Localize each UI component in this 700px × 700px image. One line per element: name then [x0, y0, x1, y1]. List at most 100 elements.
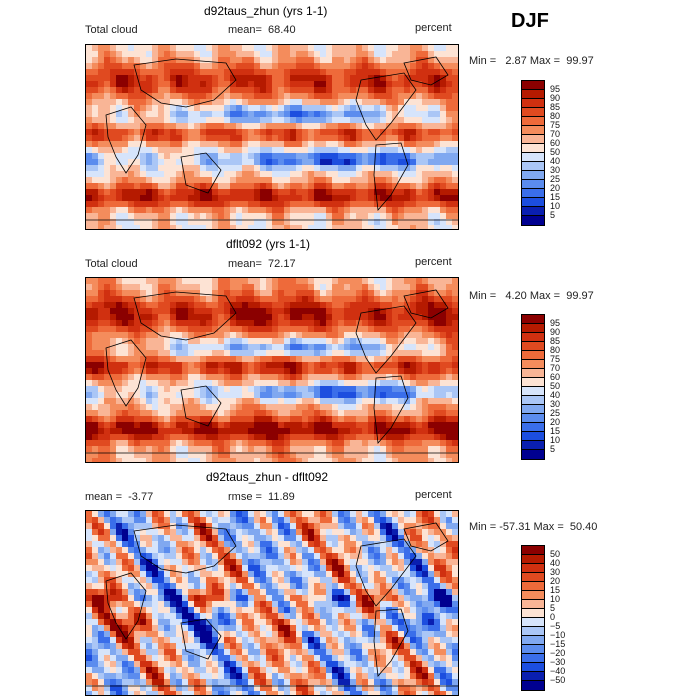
- colorbar-tick-label: 70: [550, 129, 561, 139]
- colorbar-tick-label: 25: [550, 408, 561, 418]
- colorbar-segment: [522, 81, 544, 90]
- colorbar-tick-label: 15: [550, 192, 561, 202]
- panel-3-rmse: rmse = 11.89: [228, 491, 295, 503]
- colorbar-segment: [522, 564, 544, 573]
- colorbar-tick-label: 20: [550, 576, 561, 586]
- colorbar-segment: [522, 378, 544, 387]
- panel-1-map-field: [86, 45, 458, 229]
- colorbar-segment: [522, 681, 544, 690]
- colorbar-segment: [522, 591, 544, 600]
- colorbar-segment: [522, 609, 544, 618]
- colorbar-segment: [522, 573, 544, 582]
- colorbar-segment: [522, 180, 544, 189]
- colorbar-segment: [522, 600, 544, 609]
- colorbar-segment: [522, 207, 544, 216]
- colorbar-segment: [522, 387, 544, 396]
- panel-3-left-label: mean = -3.77: [85, 491, 154, 503]
- colorbar-segment: [522, 663, 544, 672]
- colorbar-tick-label: 20: [550, 417, 561, 427]
- colorbar-tick-label: 15: [550, 426, 561, 436]
- panel-1-minmax: Min = 2.87 Max = 99.97: [469, 55, 594, 67]
- panel-1-colorbar: [521, 80, 545, 226]
- colorbar-segment: [522, 432, 544, 441]
- panel-3-map: [85, 510, 459, 696]
- colorbar-tick-label: 75: [550, 120, 561, 130]
- panel-2-left-label: Total cloud: [85, 258, 138, 270]
- colorbar-tick-label: −50: [550, 675, 566, 685]
- colorbar-segment: [522, 333, 544, 342]
- panel-3-title: d92taus_zhun - dflt092: [206, 470, 329, 484]
- season-label: DJF: [511, 10, 549, 32]
- panel-1-map: [85, 44, 459, 230]
- colorbar-tick-label: 50: [550, 381, 561, 391]
- colorbar-segment: [522, 189, 544, 198]
- colorbar-tick-label: 40: [550, 558, 561, 568]
- colorbar-tick-label: 5: [550, 210, 556, 220]
- colorbar-tick-label: 5: [550, 444, 556, 454]
- colorbar-tick-label: 90: [550, 93, 561, 103]
- colorbar-tick-label: 70: [550, 363, 561, 373]
- panel-2-title: dflt092 (yrs 1-1): [226, 237, 311, 251]
- colorbar-segment: [522, 162, 544, 171]
- colorbar-tick-label: 80: [550, 345, 561, 355]
- colorbar-tick-label: 50: [550, 147, 561, 157]
- colorbar-segment: [522, 423, 544, 432]
- colorbar-segment: [522, 396, 544, 405]
- colorbar-tick-label: 10: [550, 201, 561, 211]
- colorbar-tick-label: −15: [550, 639, 566, 649]
- panel-2-map-field: [86, 278, 458, 462]
- colorbar-tick-label: 75: [550, 354, 561, 364]
- colorbar-segment: [522, 360, 544, 369]
- colorbar-tick-label: −30: [550, 657, 566, 667]
- colorbar-tick-label: 0: [550, 612, 556, 622]
- colorbar-tick-label: 15: [550, 585, 561, 595]
- colorbar-tick-label: 50: [550, 549, 561, 559]
- colorbar-segment: [522, 315, 544, 324]
- colorbar-segment: [522, 144, 544, 153]
- colorbar-segment: [522, 654, 544, 663]
- colorbar-tick-label: 95: [550, 318, 561, 328]
- colorbar-segment: [522, 405, 544, 414]
- colorbar-tick-label: −40: [550, 666, 566, 676]
- colorbar-segment: [522, 627, 544, 636]
- colorbar-tick-label: 20: [550, 183, 561, 193]
- colorbar-segment: [522, 99, 544, 108]
- colorbar-segment: [522, 108, 544, 117]
- colorbar-segment: [522, 135, 544, 144]
- colorbar-segment: [522, 153, 544, 162]
- colorbar-tick-label: 25: [550, 174, 561, 184]
- colorbar-tick-label: 60: [550, 138, 561, 148]
- colorbar-tick-label: 10: [550, 594, 561, 604]
- colorbar-segment: [522, 441, 544, 450]
- panel-3-map-field: [86, 511, 458, 695]
- panel-1-units: percent: [415, 22, 452, 34]
- colorbar-tick-label: 80: [550, 111, 561, 121]
- panel-2-map: [85, 277, 459, 463]
- colorbar-segment: [522, 216, 544, 225]
- colorbar-tick-label: 60: [550, 372, 561, 382]
- colorbar-tick-label: −10: [550, 630, 566, 640]
- colorbar-segment: [522, 351, 544, 360]
- colorbar-segment: [522, 117, 544, 126]
- colorbar-segment: [522, 582, 544, 591]
- panel-1-mean: mean= 68.40: [228, 24, 296, 36]
- colorbar-segment: [522, 126, 544, 135]
- colorbar-tick-label: 30: [550, 165, 561, 175]
- colorbar-segment: [522, 369, 544, 378]
- colorbar-tick-label: −20: [550, 648, 566, 658]
- panel-2-mean: mean= 72.17: [228, 258, 296, 270]
- panel-2-minmax: Min = 4.20 Max = 99.97: [469, 290, 594, 302]
- panel-1-title: d92taus_zhun (yrs 1-1): [204, 4, 328, 18]
- colorbar-tick-label: 5: [550, 603, 556, 613]
- colorbar-tick-label: 90: [550, 327, 561, 337]
- panel-1-left-label: Total cloud: [85, 24, 138, 36]
- panel-2-units: percent: [415, 256, 452, 268]
- colorbar-segment: [522, 324, 544, 333]
- colorbar-segment: [522, 414, 544, 423]
- colorbar-tick-label: 10: [550, 435, 561, 445]
- colorbar-segment: [522, 555, 544, 564]
- colorbar-segment: [522, 171, 544, 180]
- colorbar-segment: [522, 636, 544, 645]
- colorbar-tick-label: 40: [550, 390, 561, 400]
- colorbar-segment: [522, 546, 544, 555]
